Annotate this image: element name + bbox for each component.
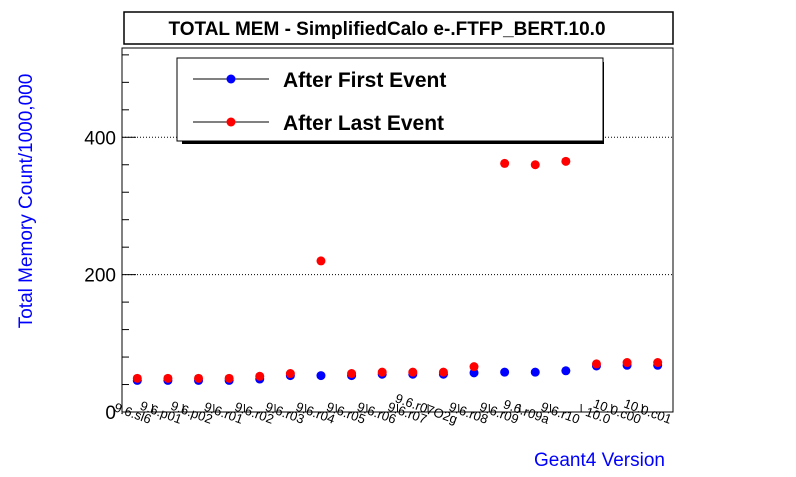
y-tick-label: 400	[84, 128, 116, 149]
data-point-series-1	[347, 369, 357, 379]
legend-box	[176, 57, 604, 142]
data-point-series-1	[132, 373, 142, 383]
data-point-series-1	[622, 358, 632, 368]
points-layer	[132, 156, 663, 385]
y-tick-label: 200	[84, 266, 116, 287]
legend-marker	[226, 74, 236, 84]
legend-label: After Last Event	[283, 112, 444, 135]
data-point-series-1	[285, 369, 295, 379]
data-point-series-0	[561, 366, 571, 376]
data-point-series-1	[408, 367, 418, 377]
data-point-series-1	[194, 373, 204, 383]
data-point-series-1	[255, 371, 265, 381]
data-point-series-0	[469, 368, 479, 378]
legend: After First Event After Last Event	[176, 57, 604, 144]
data-point-series-1	[224, 373, 234, 383]
data-point-series-1	[530, 160, 540, 170]
data-point-series-1	[163, 373, 173, 383]
data-point-series-0	[500, 367, 510, 377]
data-point-series-1	[500, 158, 510, 168]
legend-marker	[226, 117, 236, 127]
data-point-series-0	[530, 367, 540, 377]
x-axis-label: Geant4 Version	[534, 450, 665, 471]
legend-label: After First Event	[283, 69, 446, 92]
data-point-series-0	[316, 371, 326, 381]
y-axis-label: Total Memory Count/1000,000	[16, 74, 37, 329]
data-point-series-1	[469, 362, 479, 372]
chart-title: TOTAL MEM - SimplifiedCalo e-.FTFP_BERT.…	[168, 19, 605, 40]
data-point-series-1	[316, 256, 326, 266]
data-point-series-1	[653, 358, 663, 368]
y-tick-label: 0	[105, 403, 116, 424]
data-point-series-1	[561, 156, 571, 166]
data-point-series-1	[438, 367, 448, 377]
data-point-series-1	[377, 367, 387, 377]
title-box	[123, 11, 674, 45]
data-point-series-1	[591, 359, 601, 369]
